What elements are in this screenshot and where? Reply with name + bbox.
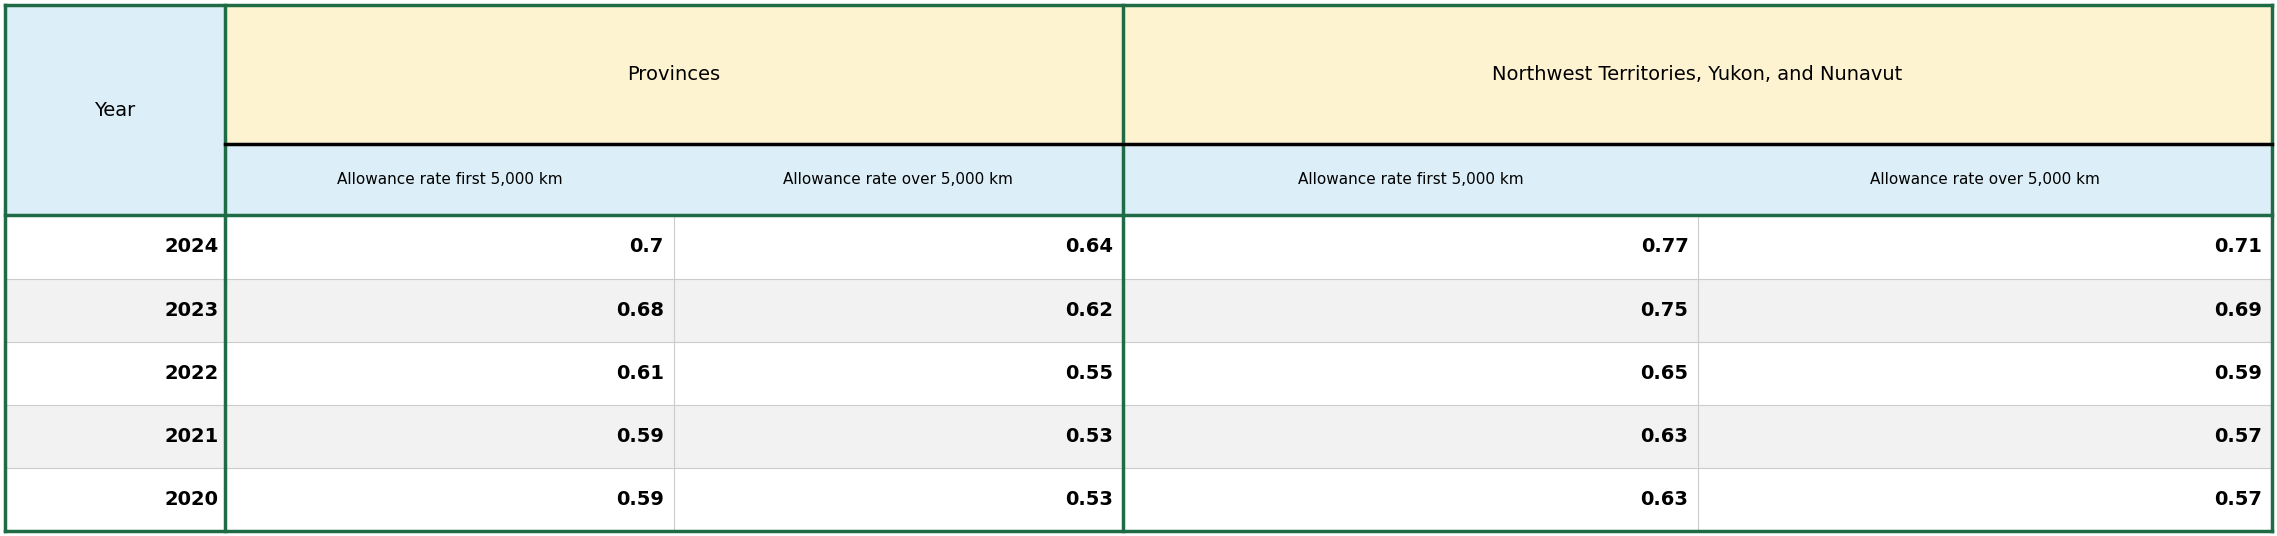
Bar [225, 215, 674, 279]
Text: 0.77: 0.77 [1642, 237, 1690, 256]
Bar [5, 405, 225, 468]
Text: 0.71: 0.71 [2213, 237, 2261, 256]
Text: 0.63: 0.63 [1639, 490, 1690, 509]
Text: 0.59: 0.59 [615, 490, 665, 509]
Text: 2023: 2023 [164, 301, 219, 319]
Text: 0.53: 0.53 [1066, 427, 1113, 446]
Text: 2021: 2021 [164, 427, 219, 446]
Bar [225, 405, 674, 468]
Text: 0.59: 0.59 [2213, 364, 2261, 383]
Text: 2020: 2020 [164, 490, 219, 509]
Text: 2022: 2022 [164, 364, 219, 383]
Text: 2024: 2024 [164, 237, 219, 256]
Text: 0.63: 0.63 [1639, 427, 1690, 446]
Text: 0.62: 0.62 [1066, 301, 1113, 319]
Bar [674, 215, 1123, 279]
Bar [1123, 5, 2272, 144]
Bar [5, 215, 225, 279]
Bar [5, 279, 225, 341]
Text: 0.64: 0.64 [1066, 237, 1113, 256]
Bar [225, 341, 674, 405]
Bar [674, 405, 1123, 468]
Bar [1123, 405, 1699, 468]
Bar [1699, 144, 2272, 215]
Text: Allowance rate over 5,000 km: Allowance rate over 5,000 km [783, 173, 1013, 188]
Bar [225, 5, 1123, 144]
Text: Northwest Territories, Yukon, and Nunavut: Northwest Territories, Yukon, and Nunavu… [1491, 65, 1904, 84]
Bar [5, 5, 225, 215]
Bar [1123, 279, 1699, 341]
Bar [674, 279, 1123, 341]
Bar [1699, 279, 2272, 341]
Text: 0.7: 0.7 [628, 237, 665, 256]
Bar [674, 144, 1123, 215]
Text: Allowance rate first 5,000 km: Allowance rate first 5,000 km [1298, 173, 1523, 188]
Bar [225, 144, 674, 215]
Bar [1123, 215, 1699, 279]
Bar [5, 341, 225, 405]
Bar [225, 279, 674, 341]
Text: 0.65: 0.65 [1639, 364, 1690, 383]
Text: Provinces: Provinces [626, 65, 720, 84]
Text: Allowance rate first 5,000 km: Allowance rate first 5,000 km [337, 173, 562, 188]
Bar [1699, 215, 2272, 279]
Bar [674, 468, 1123, 531]
Bar [1123, 144, 1699, 215]
Text: 0.59: 0.59 [615, 427, 665, 446]
Bar [1123, 341, 1699, 405]
Text: 0.61: 0.61 [615, 364, 665, 383]
Text: 0.55: 0.55 [1066, 364, 1113, 383]
Text: 0.53: 0.53 [1066, 490, 1113, 509]
Bar [5, 468, 225, 531]
Bar [1699, 341, 2272, 405]
Bar [1123, 468, 1699, 531]
Text: Allowance rate over 5,000 km: Allowance rate over 5,000 km [1869, 173, 2099, 188]
Text: 0.75: 0.75 [1639, 301, 1690, 319]
Text: 0.57: 0.57 [2213, 490, 2261, 509]
Bar [225, 468, 674, 531]
Bar [1699, 405, 2272, 468]
Text: Year: Year [93, 101, 137, 120]
Text: 0.69: 0.69 [2213, 301, 2261, 319]
Text: 0.68: 0.68 [615, 301, 665, 319]
Bar [1699, 468, 2272, 531]
Text: 0.57: 0.57 [2213, 427, 2261, 446]
Bar [674, 341, 1123, 405]
